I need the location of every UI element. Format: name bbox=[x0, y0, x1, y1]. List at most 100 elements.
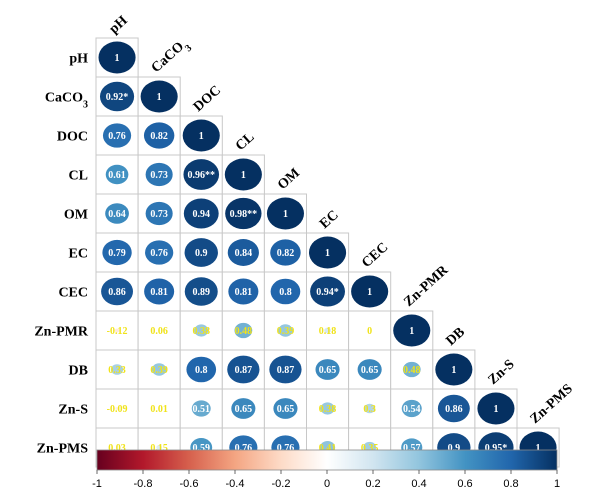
cell-value: 0.51 bbox=[193, 404, 211, 415]
cell-value: 0.48 bbox=[235, 326, 253, 337]
cell-value: 0.01 bbox=[150, 404, 168, 415]
correlation-ellipse bbox=[278, 324, 293, 337]
cell-value: 0.95* bbox=[485, 443, 508, 454]
correlation-ellipse bbox=[437, 394, 470, 423]
correlation-ellipse bbox=[114, 328, 120, 333]
cell-value: 0.8 bbox=[195, 365, 208, 376]
cell-value: 0.57 bbox=[403, 443, 421, 454]
cell-value: 0.81 bbox=[150, 287, 168, 298]
correlation-ellipse bbox=[102, 239, 132, 266]
cell-value: 0.06 bbox=[150, 326, 168, 337]
cell-box bbox=[348, 388, 392, 429]
column-label: CL bbox=[233, 130, 257, 154]
colorbar-tick-label: -0.4 bbox=[226, 478, 245, 490]
correlation-ellipse bbox=[140, 80, 178, 113]
cell-value: 0.87 bbox=[235, 365, 253, 376]
correlation-ellipse bbox=[224, 158, 262, 191]
correlation-ellipse bbox=[182, 119, 220, 152]
correlation-ellipse bbox=[98, 41, 136, 74]
correlation-ellipse bbox=[266, 197, 305, 230]
row-label: OM bbox=[64, 208, 88, 223]
column-label: OM bbox=[275, 166, 303, 193]
cell-value: 0.89 bbox=[193, 287, 211, 298]
cell-value: 0.33 bbox=[108, 365, 126, 376]
cell-value: 0.76 bbox=[235, 443, 253, 454]
cell-value: 0.48 bbox=[403, 365, 421, 376]
cell-value: 1 bbox=[325, 248, 330, 259]
correlation-ellipse bbox=[183, 198, 219, 229]
correlation-ellipse bbox=[393, 314, 431, 347]
correlation-ellipse bbox=[227, 355, 260, 384]
column-label: CEC bbox=[359, 240, 391, 271]
correlation-ellipse bbox=[324, 327, 331, 334]
colorbar-tick-label: 0 bbox=[324, 478, 330, 490]
correlation-ellipse bbox=[194, 324, 209, 337]
correlation-ellipse bbox=[116, 447, 118, 448]
cell-value: 1 bbox=[157, 92, 162, 103]
column-label: CaCO3 bbox=[149, 36, 194, 79]
cell-value: 0.92* bbox=[106, 92, 129, 103]
cell-value: -0.09 bbox=[107, 404, 128, 415]
correlation-ellipse bbox=[234, 322, 253, 339]
cell-value: -0.12 bbox=[107, 326, 128, 337]
correlation-ellipse bbox=[191, 400, 211, 417]
cell-value: 1 bbox=[451, 365, 456, 376]
row-label: CaCO3 bbox=[45, 91, 88, 111]
row-label: pH bbox=[69, 52, 88, 67]
column-label: Zn-S bbox=[486, 357, 518, 388]
colorbar-tick-label: 0.2 bbox=[365, 478, 380, 490]
cell-value: 0.94* bbox=[316, 287, 339, 298]
correlation-ellipse bbox=[402, 361, 421, 378]
cell-value: 0.98** bbox=[230, 209, 258, 220]
cell-value: 0.38 bbox=[319, 404, 337, 415]
cell-value: 0.96** bbox=[188, 170, 216, 181]
cell-value: 0.81 bbox=[235, 287, 253, 298]
cell-value: 0.9 bbox=[195, 248, 208, 259]
cell-value: 0.86 bbox=[445, 404, 463, 415]
cell-value: 1 bbox=[241, 170, 246, 181]
cell-value: 0.65 bbox=[361, 365, 379, 376]
cell-value: 0.18 bbox=[319, 326, 337, 337]
correlation-ellipse bbox=[477, 392, 515, 425]
correlation-ellipse bbox=[310, 276, 345, 307]
correlation-ellipse bbox=[186, 356, 217, 383]
row-labels: pH CaCO3 DOC CL OM EC CEC Zn-PMR DB Zn-S Zn-PMS bbox=[34, 52, 89, 457]
cell-value: 1 bbox=[409, 326, 414, 337]
correlation-ellipse bbox=[151, 363, 167, 376]
correlation-ellipse bbox=[102, 123, 132, 148]
cell-value: 0.54 bbox=[403, 404, 421, 415]
colorbar-tick-label: 0.6 bbox=[457, 478, 472, 490]
cell-value: 0.87 bbox=[277, 365, 295, 376]
correlation-ellipse bbox=[269, 355, 302, 384]
row-label: DOC bbox=[57, 130, 88, 145]
correlation-ellipse bbox=[364, 403, 376, 414]
cell-value: 1 bbox=[536, 443, 541, 454]
cell-value: 0.65 bbox=[277, 404, 295, 415]
correlation-ellipse bbox=[401, 399, 422, 418]
colorbar-gradient bbox=[96, 449, 558, 471]
colorbar-tick-label: 0.8 bbox=[503, 478, 518, 490]
correlation-ellipse bbox=[231, 398, 256, 419]
cell-value: 0.65 bbox=[235, 404, 253, 415]
cell-value: 0.39 bbox=[277, 326, 295, 337]
cell-box bbox=[348, 310, 392, 351]
cell-value: 0.38 bbox=[193, 326, 211, 337]
correlation-ellipse bbox=[183, 159, 220, 190]
cell-value: 0.82 bbox=[277, 248, 295, 259]
correlation-ellipse bbox=[158, 329, 161, 332]
correlation-ellipse bbox=[270, 278, 301, 305]
colorbar-tick-label: -0.2 bbox=[272, 478, 291, 490]
correlation-ellipse bbox=[156, 445, 162, 450]
cell-value: 0.65 bbox=[319, 365, 337, 376]
correlation-ellipse bbox=[143, 122, 175, 149]
correlation-ellipse bbox=[99, 81, 135, 112]
cell-value: 0.41 bbox=[319, 443, 337, 454]
correlation-ellipse bbox=[115, 407, 119, 410]
correlation-ellipse bbox=[101, 277, 134, 306]
correlation-cells: 1 0.92* 1 0.76 0.82 1 0.61 0.73 0.96** 1 0.64 0.73 0… bbox=[95, 37, 560, 468]
cell-value: 0.73 bbox=[150, 209, 168, 220]
cell-value: 0.82 bbox=[150, 131, 168, 142]
correlation-ellipse bbox=[145, 240, 174, 265]
column-label: pH bbox=[107, 13, 131, 37]
